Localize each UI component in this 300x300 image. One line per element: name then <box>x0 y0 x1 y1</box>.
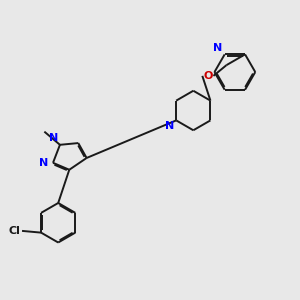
Text: O: O <box>203 71 213 81</box>
Text: Cl: Cl <box>9 226 21 236</box>
Text: N: N <box>165 121 175 131</box>
Text: N: N <box>39 158 48 168</box>
Text: N: N <box>49 133 58 143</box>
Text: N: N <box>213 43 222 53</box>
